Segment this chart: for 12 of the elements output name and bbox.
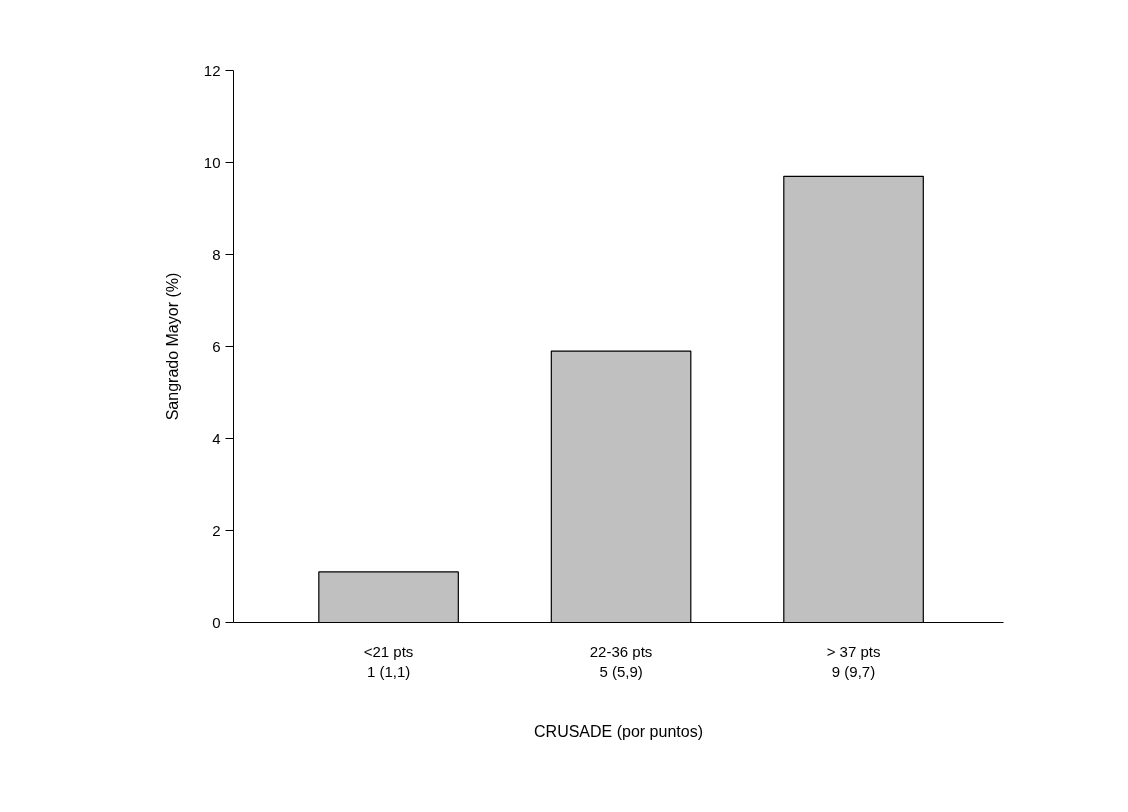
y-tick-label: 8 <box>212 245 221 263</box>
x-axis-title: CRUSADE (por puntos) <box>534 722 703 740</box>
y-tick-label: 12 <box>203 61 221 79</box>
y-tick-label: 6 <box>212 337 221 355</box>
y-tick-label: 2 <box>212 521 221 539</box>
y-tick-label: 10 <box>203 153 221 171</box>
x-tick-label: <21 pts 1 (1,1) <box>363 642 414 680</box>
y-axis-title: Sangrado Mayor (%) <box>163 272 181 421</box>
y-tick-label: 0 <box>212 613 221 631</box>
y-tick-label: 4 <box>212 429 221 447</box>
x-tick-label: > 37 pts 9 (9,7) <box>826 642 881 680</box>
x-tick-label: 22-36 pts 5 (5,9) <box>589 642 653 680</box>
